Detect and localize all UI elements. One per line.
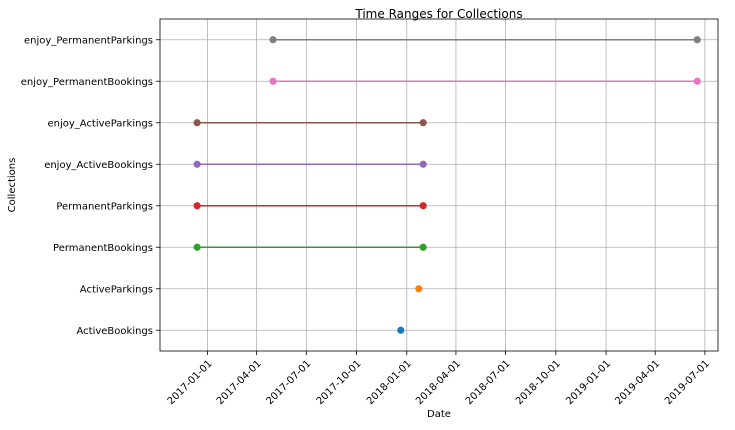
y-tick-label: enjoy_ActiveBookings — [44, 160, 153, 171]
range-end-point — [419, 160, 427, 168]
y-tick-label: enjoy_PermanentBookings — [21, 77, 153, 88]
x-tick-label: 2018-04-01 — [414, 358, 463, 407]
x-tick-label: 2017-07-01 — [265, 358, 314, 407]
range-end-point — [693, 36, 701, 44]
x-tick-label: 2017-10-01 — [315, 358, 364, 407]
range-end-point — [419, 243, 427, 251]
x-tick-label: 2017-01-01 — [166, 358, 215, 407]
range-start-point — [397, 326, 405, 334]
range-end-point — [693, 77, 701, 85]
x-tick-label: 2019-07-01 — [663, 358, 712, 407]
plot-frame — [159, 18, 719, 352]
range-start-point — [193, 202, 201, 210]
series-layer — [193, 36, 701, 334]
y-tick-label: PermanentParkings — [56, 201, 153, 212]
range-start-point — [193, 243, 201, 251]
range-end-point — [419, 202, 427, 210]
range-start-point — [415, 285, 423, 293]
y-tick-layer: ActiveBookings ActiveParkings PermanentBoo… — [21, 35, 160, 337]
series-ActiveParkings — [415, 285, 423, 293]
series-enjoy_PermanentParkings — [269, 36, 701, 44]
y-tick-label: PermanentBookings — [53, 243, 153, 254]
y-axis-label: Collections — [7, 158, 18, 213]
x-tick-label: 2019-04-01 — [613, 358, 662, 407]
series-PermanentParkings — [193, 202, 427, 210]
x-tick-label: 2019-01-01 — [564, 358, 613, 407]
y-tick-label: ActiveParkings — [80, 284, 153, 295]
y-tick-label: enjoy_ActiveParkings — [47, 118, 153, 129]
x-tick-label: 2018-07-01 — [464, 358, 513, 407]
series-enjoy_PermanentBookings — [269, 77, 701, 85]
y-tick-label: enjoy_PermanentParkings — [24, 35, 153, 46]
grid-layer — [160, 19, 718, 351]
series-enjoy_ActiveParkings — [193, 119, 427, 127]
range-start-point — [193, 119, 201, 127]
y-tick-label: ActiveBookings — [77, 326, 154, 337]
range-start-point — [269, 36, 277, 44]
series-PermanentBookings — [193, 243, 427, 251]
chart-title: Time Ranges for Collections — [354, 7, 522, 21]
x-tick-layer: 2017-01-01 2017-04-01 2017-07-01 2017-10-01… — [166, 351, 712, 407]
range-start-point — [193, 160, 201, 168]
range-end-point — [419, 119, 427, 127]
x-axis-label: Date — [427, 409, 451, 420]
x-tick-label: 2018-10-01 — [514, 358, 563, 407]
x-tick-label: 2018-01-01 — [365, 358, 414, 407]
range-start-point — [269, 77, 277, 85]
x-tick-label: 2017-04-01 — [215, 358, 264, 407]
series-enjoy_ActiveBookings — [193, 160, 427, 168]
series-ActiveBookings — [397, 326, 405, 334]
